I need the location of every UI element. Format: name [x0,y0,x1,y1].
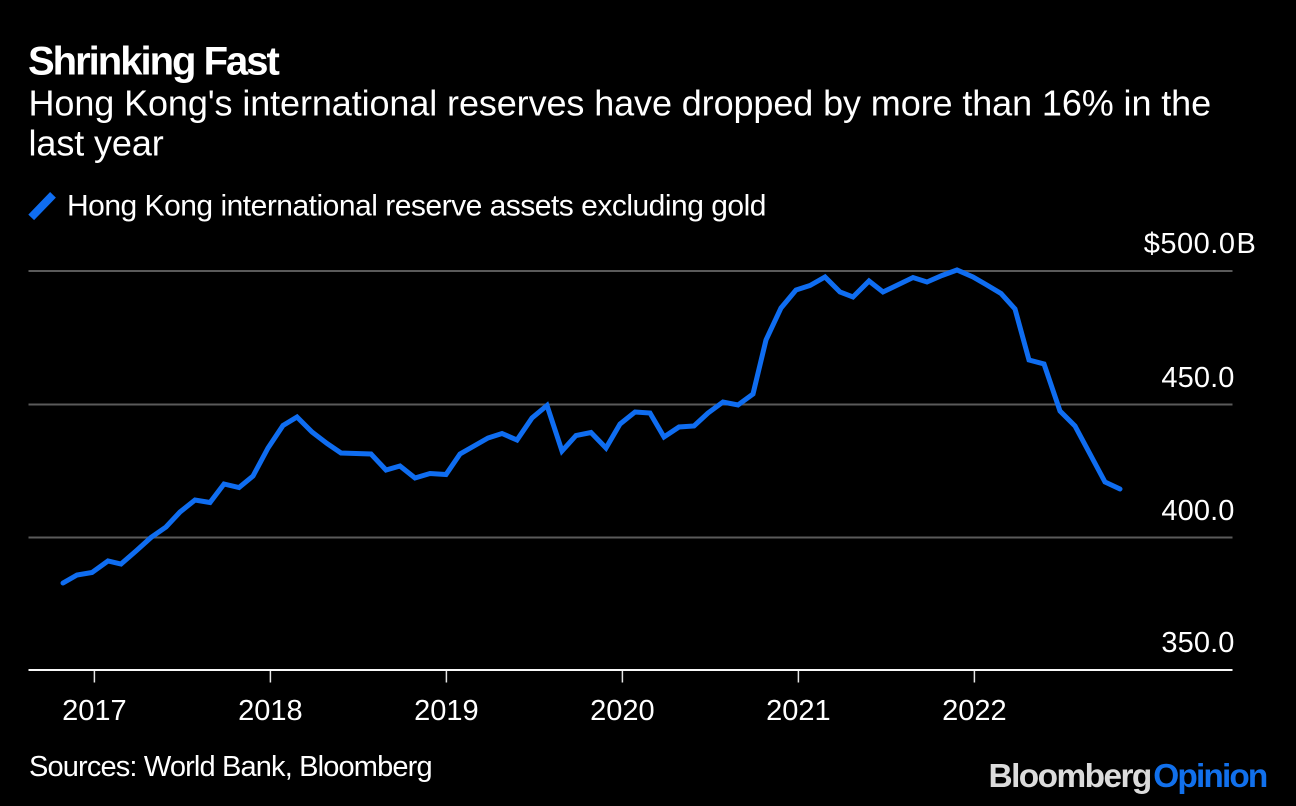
svg-text:last year: last year [29,123,164,164]
svg-text:2017: 2017 [62,695,127,727]
svg-text:2020: 2020 [590,695,655,727]
svg-text:2019: 2019 [414,695,479,727]
svg-text:450.0: 450.0 [1161,362,1234,394]
svg-text:2022: 2022 [942,695,1007,727]
svg-text:Hong Kong international reserv: Hong Kong international reserve assets e… [67,190,766,223]
svg-text:2018: 2018 [238,695,303,727]
svg-text:Bloomberg: Bloomberg [989,758,1151,795]
svg-text:Opinion: Opinion [1153,758,1267,795]
svg-text:Sources: World Bank, Bloomberg: Sources: World Bank, Bloomberg [29,751,432,783]
svg-text:Hong Kong's international rese: Hong Kong's international reserves have … [29,83,1212,124]
svg-text:350.0: 350.0 [1161,627,1234,659]
svg-text:$500.0: $500.0 [1144,228,1236,260]
svg-text:2021: 2021 [766,695,831,727]
svg-text:400.0: 400.0 [1161,495,1234,527]
svg-text:B: B [1237,228,1256,260]
svg-text:Shrinking Fast: Shrinking Fast [28,39,279,83]
